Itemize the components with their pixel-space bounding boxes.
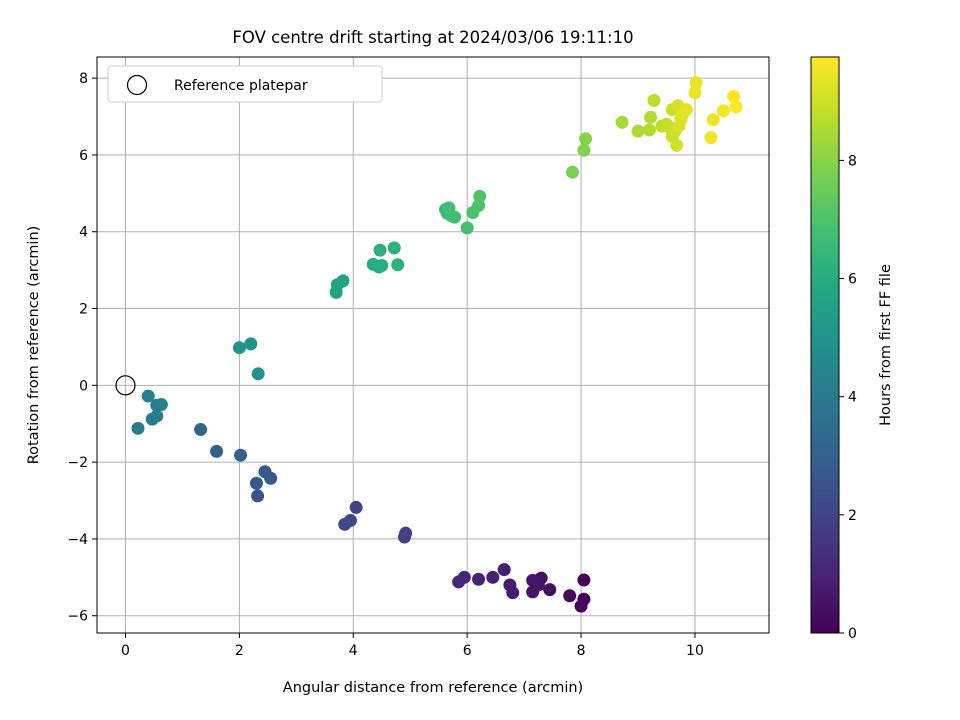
data-point <box>336 274 350 288</box>
data-point <box>232 341 246 355</box>
data-point <box>647 93 661 107</box>
data-point <box>338 517 352 531</box>
data-point <box>486 570 500 584</box>
data-point <box>631 124 645 138</box>
colorbar-ticks: 0 2 4 6 8 <box>839 153 857 642</box>
data-point <box>375 259 389 273</box>
data-point <box>642 123 656 137</box>
colorbar-tick-label: 0 <box>848 626 857 642</box>
data-point <box>249 476 263 490</box>
y-tick-label: 4 <box>79 225 88 241</box>
data-point <box>579 132 593 146</box>
data-point <box>452 575 466 589</box>
data-point <box>566 165 580 179</box>
x-tick-label: 2 <box>235 643 244 659</box>
x-tick-label: 0 <box>121 643 130 659</box>
legend: Reference platepar <box>107 65 383 103</box>
colorbar-tick-label: 4 <box>848 390 857 406</box>
data-point <box>670 138 684 152</box>
data-point <box>387 241 401 255</box>
data-point <box>251 367 265 381</box>
y-tick-label: 6 <box>79 148 88 164</box>
legend-box <box>107 65 383 103</box>
data-point <box>526 585 540 599</box>
y-tick-label: 2 <box>79 302 88 318</box>
data-point <box>706 113 720 127</box>
y-tick-label: 8 <box>79 71 88 87</box>
data-point <box>644 110 658 124</box>
data-point <box>442 201 456 215</box>
x-tick-label: 10 <box>686 643 704 659</box>
x-axis-ticks: 0 2 4 6 8 10 <box>121 633 704 659</box>
y-tick-label: −6 <box>67 609 88 625</box>
data-point <box>704 131 718 145</box>
data-point <box>234 448 248 462</box>
data-point <box>244 337 258 351</box>
data-point <box>131 421 145 435</box>
data-point <box>210 444 224 458</box>
x-tick-label: 8 <box>577 643 586 659</box>
grid-lines <box>97 57 769 633</box>
data-point <box>543 583 557 597</box>
x-tick-label: 4 <box>349 643 358 659</box>
data-point <box>473 189 487 203</box>
colorbar-tick-label: 6 <box>848 272 857 288</box>
data-point <box>460 221 474 235</box>
data-point <box>716 104 730 118</box>
data-point <box>194 422 208 436</box>
data-point <box>154 398 168 412</box>
data-point <box>497 563 511 577</box>
data-point <box>577 573 591 587</box>
colorbar-tick-label: 8 <box>848 153 857 169</box>
x-axis-label: Angular distance from reference (arcmin) <box>283 680 583 696</box>
data-point <box>251 489 265 503</box>
data-point <box>729 100 743 114</box>
data-point <box>679 103 693 117</box>
colorbar-gradient <box>810 56 840 634</box>
legend-marker <box>126 74 148 96</box>
data-point <box>727 90 741 104</box>
reference-platepar-marker <box>115 375 136 396</box>
data-point <box>574 599 588 613</box>
colorbar: 0 2 4 6 8 Hours from first FF file <box>810 56 894 642</box>
chart-title: FOV centre drift starting at 2024/03/06 … <box>232 28 633 47</box>
data-point <box>563 589 577 603</box>
plot-frame <box>96 56 770 634</box>
data-point <box>577 143 591 157</box>
y-axis-label: Rotation from reference (arcmin) <box>26 226 42 465</box>
colorbar-label: Hours from first FF file <box>878 264 894 426</box>
y-axis-ticks: −6 −4 −2 0 2 4 6 8 <box>67 71 97 625</box>
data-point <box>391 258 405 272</box>
y-tick-label: 0 <box>79 378 88 394</box>
colorbar-tick-label: 2 <box>848 508 857 524</box>
data-point <box>150 409 164 423</box>
data-point <box>526 573 540 587</box>
data-points <box>131 76 743 613</box>
data-point <box>141 389 155 403</box>
data-point <box>615 115 629 129</box>
y-tick-label: −4 <box>67 532 88 548</box>
data-point <box>689 76 703 90</box>
data-point <box>373 243 387 257</box>
data-point <box>472 572 486 586</box>
x-tick-label: 6 <box>463 643 472 659</box>
data-point <box>349 500 363 514</box>
data-point <box>398 530 412 544</box>
legend-label: Reference platepar <box>174 78 308 94</box>
y-tick-label: −2 <box>67 455 88 471</box>
data-point <box>503 578 517 592</box>
data-point <box>688 86 702 100</box>
data-point <box>258 465 272 479</box>
